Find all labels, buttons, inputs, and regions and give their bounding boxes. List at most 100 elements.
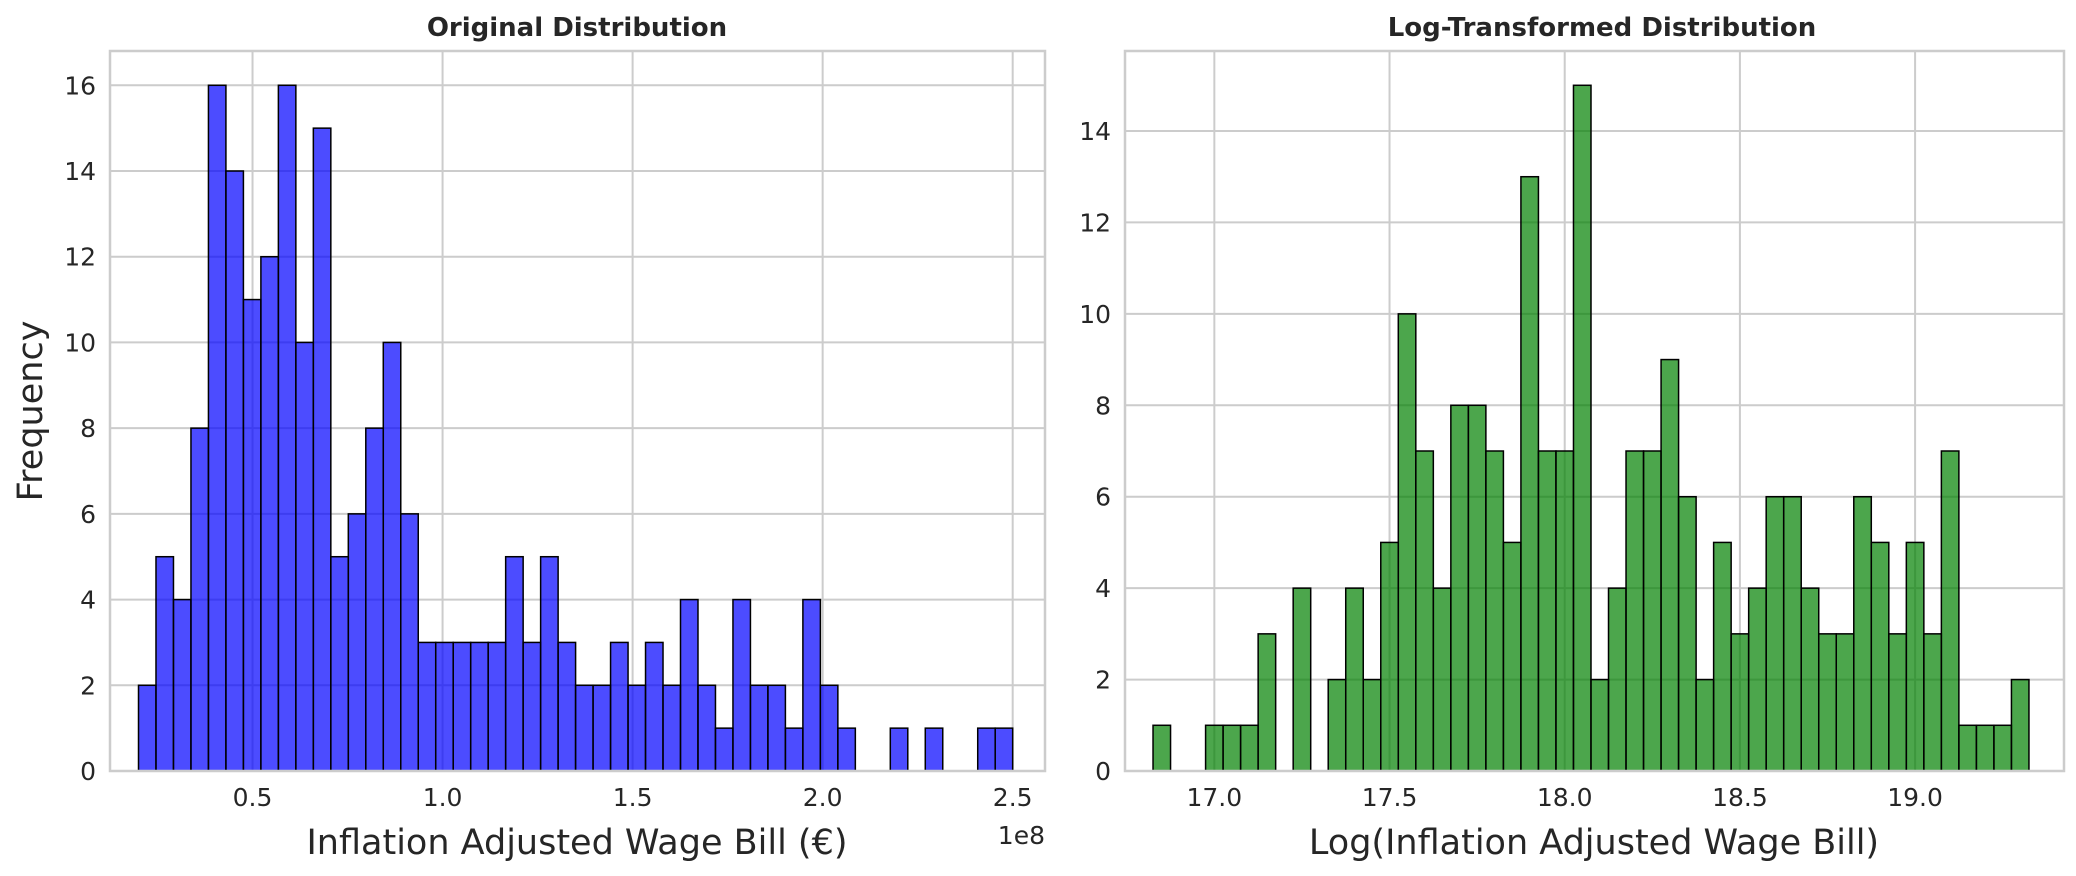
x-axis-label: Log(Inflation Adjusted Wage Bill) <box>1309 823 1879 863</box>
y-ticks: 0 2 4 6 8 10 12 14 <box>1079 117 1111 786</box>
histogram-bar <box>627 684 647 772</box>
histogram-bar <box>1765 495 1785 772</box>
x-tick-label: 18.0 <box>1537 783 1593 812</box>
y-tick-label: 0 <box>80 757 96 786</box>
histogram-bar <box>539 555 559 772</box>
histogram-bar <box>1975 724 1995 772</box>
histogram-bar <box>609 641 629 772</box>
histogram-bar <box>504 555 524 772</box>
histogram-bar <box>749 684 769 772</box>
histogram-bars <box>1152 84 2030 772</box>
x-tick-label: 2.5 <box>993 783 1033 812</box>
histogram-bar <box>137 684 157 772</box>
y-tick-label: 2 <box>80 671 96 700</box>
y-tick-label: 2 <box>1095 666 1111 695</box>
x-tick-label: 0.5 <box>233 783 273 812</box>
histogram-bar <box>1747 587 1767 772</box>
histogram-bar <box>1415 450 1435 772</box>
histogram-bar <box>644 641 664 772</box>
histogram-bar <box>295 341 315 772</box>
chart-title: Log-Transformed Distribution <box>1388 13 1817 43</box>
histogram-bars <box>137 84 1014 772</box>
histogram-bar <box>1239 724 1259 772</box>
histogram-bar <box>662 684 682 772</box>
histogram-bar <box>1344 587 1365 772</box>
y-tick-label: 14 <box>1079 117 1111 146</box>
histogram-bar <box>190 427 210 772</box>
histogram-bar <box>592 684 612 772</box>
histogram-bar <box>557 641 577 772</box>
histogram-bar <box>1660 358 1680 772</box>
histogram-bar <box>1555 450 1575 772</box>
histogram-bar <box>434 641 454 772</box>
histogram-bar <box>1327 678 1347 772</box>
y-tick-label: 6 <box>1095 483 1111 512</box>
histogram-bar <box>784 727 804 772</box>
histogram-bar <box>1677 495 1697 772</box>
y-tick-label: 12 <box>64 243 96 272</box>
histogram-bar <box>1467 404 1487 772</box>
x-ticks: 0.5 1.0 1.5 2.0 2.5 <box>233 783 1033 812</box>
histogram-bar <box>697 684 717 772</box>
histogram-bar <box>522 641 542 772</box>
histogram-bar <box>1853 495 1873 772</box>
histogram-bar <box>155 555 175 772</box>
histogram-bar <box>1520 175 1540 772</box>
histogram-bar <box>1502 541 1522 772</box>
histogram-bar <box>1888 633 1908 772</box>
y-tick-label: 14 <box>64 157 96 186</box>
histogram-bar <box>400 513 419 772</box>
histogram-bar <box>1695 678 1715 772</box>
histogram-bar <box>1625 450 1645 772</box>
histogram-bar <box>1380 541 1400 772</box>
histogram-bar <box>1993 724 2013 772</box>
histogram-bar <box>924 727 944 772</box>
panel-log-transformed: Log-Transformed Distribution 17.0 17.5 18.… <box>1079 13 2066 863</box>
x-tick-label: 2.0 <box>803 783 843 812</box>
histogram-bar <box>976 727 996 772</box>
histogram-bar <box>1730 633 1750 772</box>
y-tick-label: 10 <box>64 328 96 357</box>
histogram-bar <box>1817 633 1838 772</box>
histogram-bar <box>207 84 227 772</box>
histogram-bar <box>225 170 245 772</box>
y-tick-label: 6 <box>80 500 96 529</box>
histogram-bar <box>889 727 909 772</box>
histogram-bar <box>1572 84 1592 772</box>
histogram-bar <box>347 513 367 772</box>
histogram-bar <box>1607 587 1627 772</box>
histogram-bar <box>1642 450 1662 772</box>
x-tick-label: 19.0 <box>1887 783 1943 812</box>
histogram-bar <box>837 727 857 772</box>
histogram-bar <box>732 598 752 772</box>
x-tick-label: 17.0 <box>1187 783 1243 812</box>
histogram-bar <box>487 641 507 772</box>
histogram-bar <box>382 341 402 772</box>
histogram-bar <box>1590 678 1610 772</box>
histogram-bar <box>1450 404 1470 772</box>
histogram-bar <box>365 427 385 772</box>
histogram-bar <box>330 555 350 772</box>
histogram-bar <box>1905 541 1925 772</box>
histogram-bar <box>1257 633 1277 772</box>
histogram-bar <box>1958 724 1978 772</box>
histogram-bar <box>1923 633 1943 772</box>
histogram-bar <box>2010 678 2030 772</box>
y-axis-label: Frequency <box>11 321 51 502</box>
histogram-bar <box>1940 450 1960 772</box>
histogram-bar <box>1712 541 1732 772</box>
y-tick-label: 4 <box>80 586 96 615</box>
histogram-bar <box>1204 724 1224 772</box>
histogram-bar <box>172 598 192 772</box>
x-offset-label: 1e8 <box>998 821 1045 850</box>
chart-title: Original Distribution <box>427 13 727 43</box>
x-tick-label: 1.5 <box>613 783 653 812</box>
histogram-bar <box>679 598 699 772</box>
panel-original: Original Distribution 0.5 1.0 1.5 2.0 2.5 0 2… <box>11 13 1047 863</box>
y-tick-label: 8 <box>1095 391 1111 420</box>
histogram-bar <box>1432 587 1452 772</box>
histogram-bar <box>1782 495 1802 772</box>
histogram-bar <box>1362 678 1382 772</box>
x-tick-label: 17.5 <box>1362 783 1418 812</box>
histogram-bar <box>1800 587 1820 772</box>
